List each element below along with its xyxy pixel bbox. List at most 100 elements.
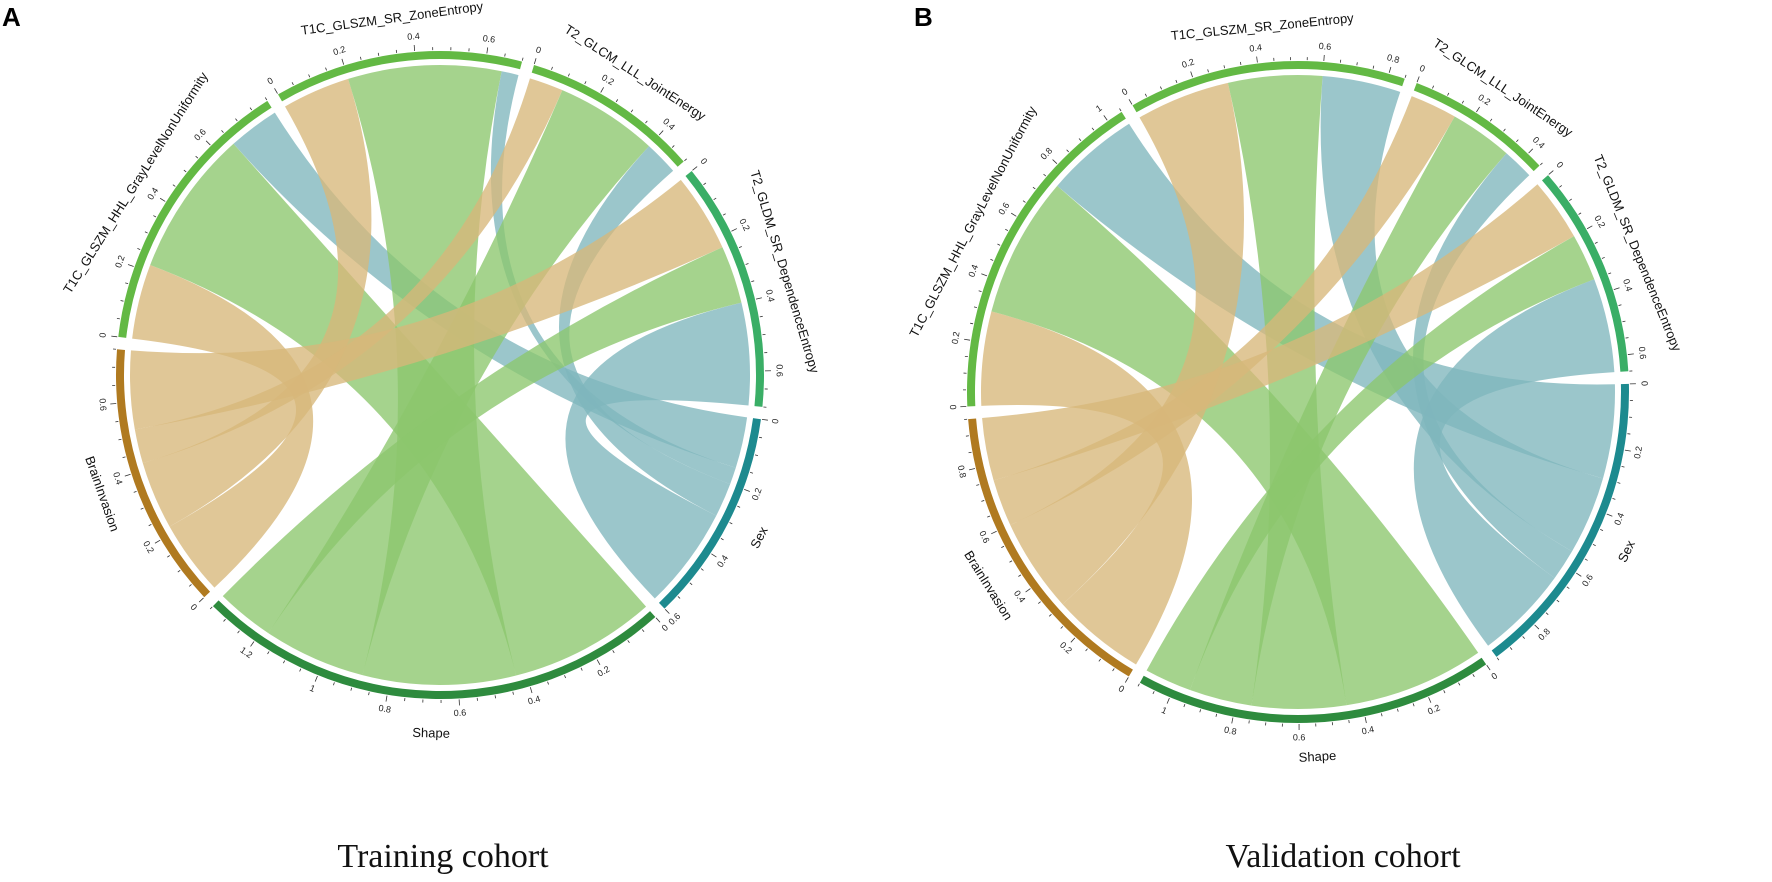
chord-link-t1c-glszm-sr-zoneentropy-to-braininvasion [1010, 82, 1245, 605]
chord-link-t2-gldm-sr-dependenceentropy-to-shape [1146, 236, 1595, 691]
tick-mark [1412, 703, 1415, 707]
tick-mark [1443, 690, 1446, 694]
tick-label: 0 [660, 622, 670, 633]
tick-label: 0.4 [407, 31, 420, 42]
tick-mark [1152, 691, 1155, 695]
tick-mark [1584, 558, 1588, 561]
tick-label: 0.6 [977, 529, 991, 545]
tick-label: 0 [948, 404, 958, 409]
sector-label-braininvasion: BrainInvasion [82, 454, 122, 533]
tick-mark [749, 471, 754, 474]
tick-mark [1025, 588, 1031, 593]
tick-mark [713, 197, 717, 201]
tick-label: 1.2 [238, 645, 254, 660]
tick-mark [333, 682, 335, 686]
tick-mark [1461, 100, 1464, 104]
tick-mark [1124, 677, 1129, 683]
tick-mark [551, 66, 553, 70]
tick-mark [1496, 657, 1500, 661]
tick-mark [1137, 683, 1140, 687]
tick-mark [1578, 212, 1582, 215]
tick-mark [1160, 86, 1162, 90]
tick-mark [711, 553, 717, 558]
tick-label: 0.6 [97, 398, 108, 411]
tick-mark [221, 130, 224, 133]
tick-mark [738, 246, 742, 249]
tick-mark [584, 81, 587, 85]
tick-mark [1592, 543, 1596, 547]
tick-label: 0.2 [737, 217, 752, 233]
tick-mark [377, 52, 380, 56]
tick-mark [1569, 198, 1572, 201]
tick-label: 0.4 [715, 553, 730, 569]
tick-mark [486, 47, 489, 54]
sector-arc-t2-glcm-lll-jointenergy [1413, 83, 1540, 172]
tick-mark [1618, 304, 1622, 306]
tick-label: 0 [1120, 86, 1129, 97]
tick-mark [1001, 545, 1005, 548]
sector-arc-t2-gldm-sr-dependenceentropy [1542, 175, 1629, 372]
chord-link-t2-glcm-lll-jointenergy-to-shape [1190, 116, 1507, 706]
tick-label: 1 [308, 683, 316, 694]
tick-mark [1128, 99, 1133, 105]
tick-mark [990, 258, 994, 261]
tick-mark [755, 297, 762, 300]
tick-mark [1472, 674, 1475, 678]
tick-label: 0.2 [1592, 214, 1607, 230]
tick-mark [968, 451, 972, 454]
tick-mark [1052, 159, 1058, 165]
sector-arc-t1c-glszm-sr-zoneentropy [1132, 61, 1405, 113]
tick-label: 0.6 [996, 201, 1011, 217]
tick-mark [314, 675, 318, 682]
tick-label: 0 [535, 44, 543, 55]
tick-label: 0.2 [1632, 445, 1644, 459]
tick-mark [360, 56, 362, 60]
sector-arc-shape [1139, 657, 1487, 723]
tick-mark [1522, 636, 1525, 639]
tick-mark [722, 213, 726, 216]
tick-mark [564, 675, 566, 679]
tick-label: 0 [97, 332, 108, 338]
tick-mark [282, 660, 286, 664]
tick-mark [1624, 449, 1631, 452]
tick-mark [195, 155, 199, 159]
tick-mark [1428, 697, 1432, 703]
tick-mark [153, 215, 157, 218]
tick-mark [1396, 708, 1399, 712]
tick-label: 0.8 [1223, 725, 1237, 737]
tick-mark [1103, 115, 1108, 121]
sector-arc-sex [1491, 383, 1629, 657]
tick-mark [1476, 106, 1480, 113]
tick-mark [1528, 148, 1534, 154]
tick-mark [1503, 128, 1506, 132]
tick-mark [671, 145, 675, 148]
tick-label: 0.2 [141, 539, 156, 555]
tick-mark [1601, 256, 1605, 259]
tick-mark [997, 243, 1001, 246]
tick-mark [291, 82, 294, 86]
tick-label: 0.4 [1361, 724, 1375, 736]
tick-mark [978, 290, 982, 293]
tick-mark [600, 87, 605, 93]
tick-mark [1085, 648, 1088, 652]
sector-arc-t1c-glszm-sr-zoneentropy [278, 51, 523, 102]
tick-mark [159, 197, 166, 202]
tick-mark [684, 158, 687, 162]
tick-mark [1215, 713, 1218, 717]
tick-mark [118, 438, 122, 441]
tick-mark [1380, 713, 1383, 717]
tick-label: 0.2 [596, 664, 612, 679]
tick-mark [512, 691, 514, 695]
tick-mark [991, 530, 997, 535]
panel-label: A [2, 2, 21, 32]
sector-label-sex: Sex [747, 524, 771, 551]
tick-label: 0 [1418, 63, 1426, 74]
tick-mark [745, 263, 749, 265]
tick-mark [737, 505, 741, 508]
tick-mark [1608, 272, 1612, 275]
tick-mark [249, 107, 253, 111]
tick-mark [264, 97, 268, 101]
tick-mark [970, 322, 974, 325]
tick-mark [1600, 528, 1604, 531]
tick-mark [235, 118, 238, 122]
